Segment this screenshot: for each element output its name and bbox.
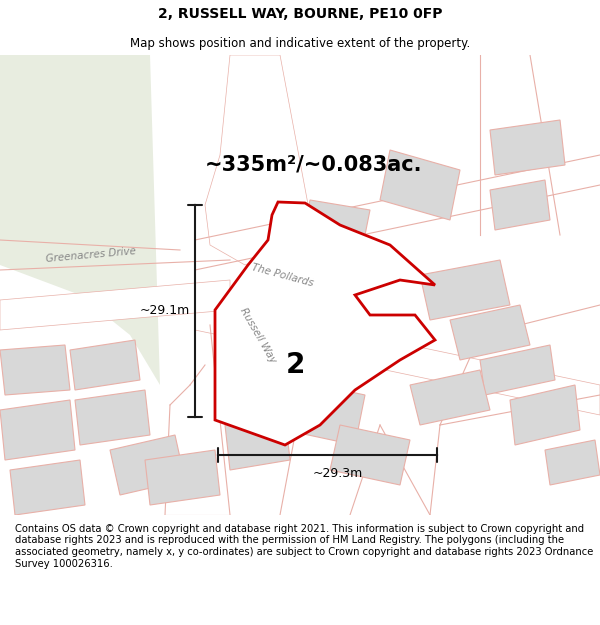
- Text: 2, RUSSELL WAY, BOURNE, PE10 0FP: 2, RUSSELL WAY, BOURNE, PE10 0FP: [158, 7, 442, 21]
- Text: ~335m²/~0.083ac.: ~335m²/~0.083ac.: [205, 155, 422, 175]
- Polygon shape: [70, 340, 140, 390]
- Polygon shape: [195, 300, 600, 415]
- Text: ~29.3m: ~29.3m: [313, 467, 362, 480]
- Text: Greenacres Drive: Greenacres Drive: [45, 246, 136, 264]
- Polygon shape: [205, 55, 310, 265]
- Polygon shape: [110, 435, 185, 495]
- Polygon shape: [330, 425, 410, 485]
- Text: Contains OS data © Crown copyright and database right 2021. This information is : Contains OS data © Crown copyright and d…: [15, 524, 593, 569]
- Text: ~29.1m: ~29.1m: [140, 304, 190, 318]
- Text: 2: 2: [286, 351, 305, 379]
- Polygon shape: [545, 440, 600, 485]
- Text: The Pollards: The Pollards: [250, 262, 314, 288]
- Polygon shape: [410, 370, 490, 425]
- Polygon shape: [225, 415, 290, 470]
- Polygon shape: [490, 180, 550, 230]
- Polygon shape: [145, 450, 220, 505]
- Polygon shape: [0, 345, 70, 395]
- Polygon shape: [215, 202, 435, 445]
- Polygon shape: [510, 385, 580, 445]
- Polygon shape: [0, 400, 75, 460]
- Polygon shape: [480, 345, 555, 395]
- Polygon shape: [490, 120, 565, 175]
- Text: Map shows position and indicative extent of the property.: Map shows position and indicative extent…: [130, 38, 470, 51]
- Polygon shape: [75, 390, 150, 445]
- Polygon shape: [380, 150, 460, 220]
- Polygon shape: [0, 55, 160, 385]
- Polygon shape: [10, 460, 85, 515]
- Polygon shape: [300, 200, 370, 260]
- Polygon shape: [285, 380, 365, 445]
- Text: Russell Way: Russell Way: [238, 306, 278, 364]
- Polygon shape: [420, 260, 510, 320]
- Polygon shape: [0, 280, 230, 330]
- Polygon shape: [450, 305, 530, 360]
